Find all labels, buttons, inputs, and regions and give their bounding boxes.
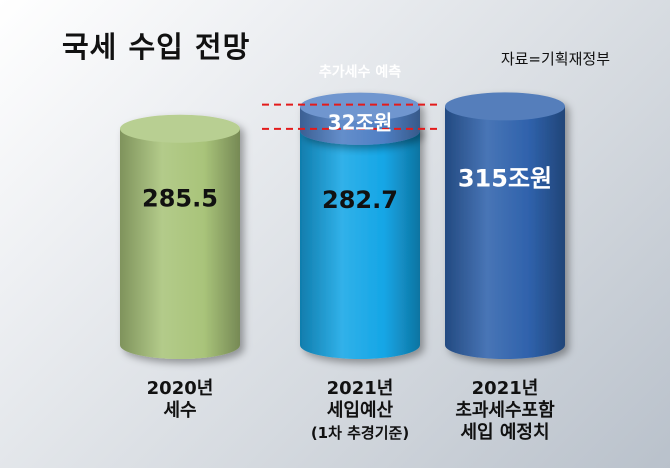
category-label: 2021년 세입예산 (1차 추경기준) <box>280 378 440 444</box>
bar-value-label: 282.7 <box>322 186 398 214</box>
category-label-line: 2021년 <box>326 378 394 399</box>
bar-value-label: 285.5 <box>142 185 218 213</box>
category-label-line: 세수 <box>163 400 197 421</box>
extra-title-label: 추가세수 예측 <box>319 65 401 81</box>
chart-title: 국세 수입 전망 <box>62 30 251 64</box>
category-label-line: 2020년 <box>146 378 214 399</box>
bar-value-label: 315조원 <box>458 164 552 192</box>
category-label: 2020년 세수 <box>100 378 260 422</box>
category-label-line: 초과세수포함 <box>455 400 555 421</box>
category-label-line: 세입예산 <box>326 400 394 421</box>
bar-cylinder <box>120 114 240 359</box>
category-label-line: (1차 추경기준) <box>310 424 410 442</box>
category-label-line: 2021년 <box>471 378 539 399</box>
source-note: 자료=기획재정부 <box>500 50 610 68</box>
category-label-line: 세입 예정치 <box>460 422 550 443</box>
extra-value-label: 32조원 <box>328 111 393 135</box>
extra-cylinder <box>300 92 420 145</box>
bar-cylinder <box>445 92 565 359</box>
category-label: 2021년 초과세수포함 세입 예정치 <box>425 378 585 444</box>
bar-cylinder <box>300 116 420 359</box>
